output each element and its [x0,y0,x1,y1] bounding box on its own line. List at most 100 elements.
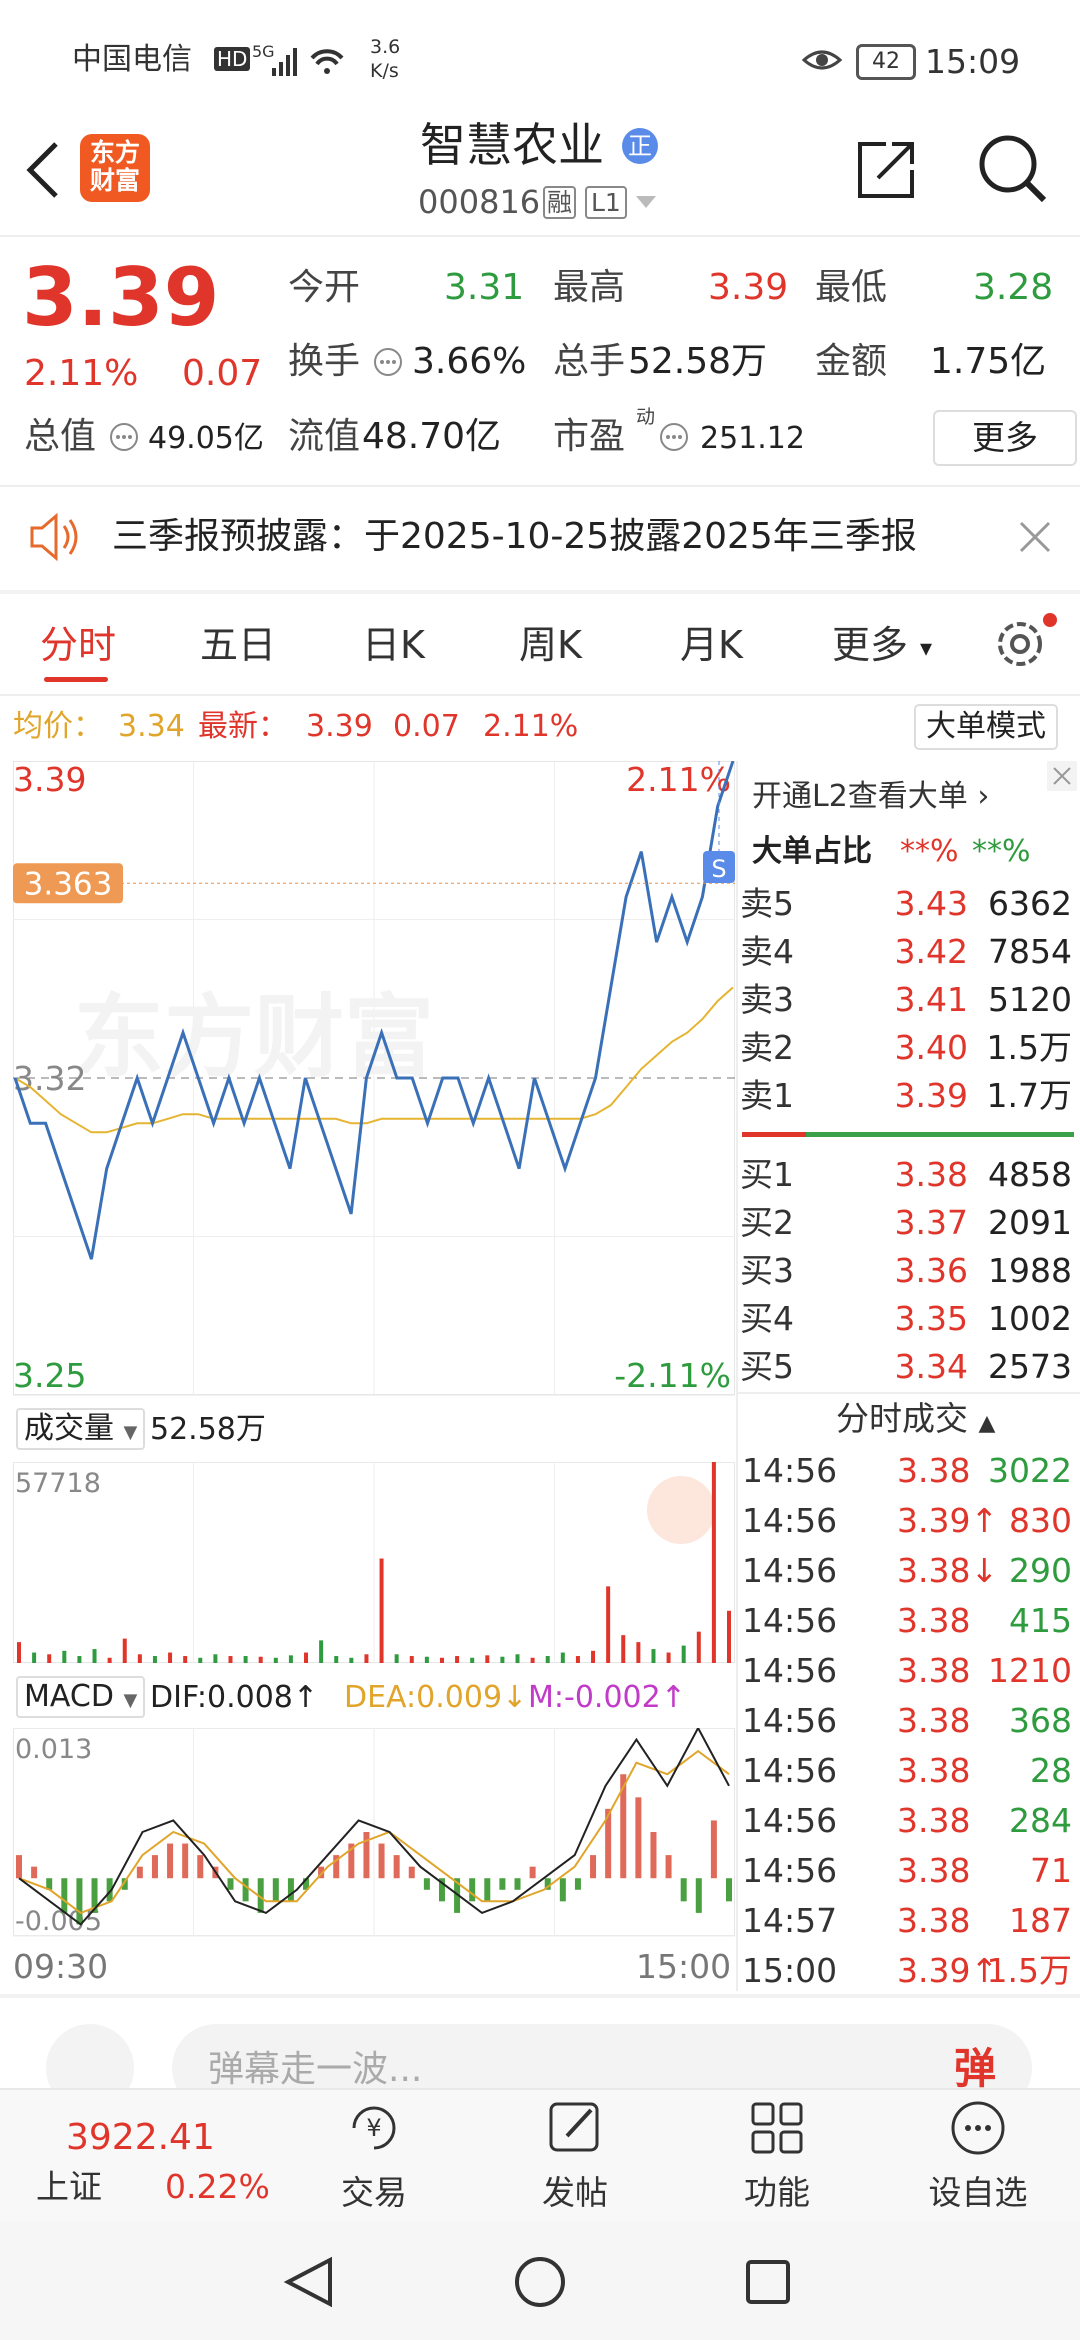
index-value[interactable]: 3922.41 [66,2117,215,2158]
macd-bar [680,1878,687,1902]
macd-bar [635,1797,642,1879]
macd-bar [76,1878,83,1925]
nav-item[interactable]: 功能 [744,2173,810,2212]
trade-price: 3.38 [897,1751,971,1790]
bottom-nav [0,2088,1080,2224]
volume-bar [439,1657,444,1663]
macd-bar [378,1843,385,1879]
badge: 正 [622,128,658,164]
pct-label: -2.11% [614,1356,731,1395]
tab[interactable]: 日K [362,623,425,667]
nav-item[interactable]: 发帖 [542,2173,608,2212]
volume-bar [334,1656,339,1663]
ratio-bar-sell [806,1132,1074,1137]
info-icon[interactable] [372,346,404,378]
volume-bar [606,1586,611,1663]
macd-bar [272,1878,279,1902]
l2-link[interactable]: 开通L2查看大单 › [752,779,990,814]
volume-bar [515,1654,520,1663]
nav-item[interactable]: 交易 [341,2173,407,2212]
trade-volume: 1210 [988,1651,1072,1690]
book-label: 买1 [740,1155,794,1194]
settings-button[interactable] [990,610,1060,676]
volume-bar [304,1652,309,1663]
avg-label: 均价： [13,709,103,744]
macd-bar [182,1843,189,1879]
volume-selector[interactable]: 成交量 ▼ [16,1408,146,1450]
field-label: 市盈 [553,416,626,457]
svg-text:¥: ¥ [366,2114,381,2142]
field-sup: 动 [636,406,656,428]
clock: 15:09 [925,42,1021,81]
nav-item[interactable]: 设自选 [928,2173,1028,2212]
dropdown[interactable] [634,194,658,210]
trade-price: 3.38 [897,1851,971,1890]
post-icon [549,2102,599,2152]
trade-time: 15:00 [742,1951,838,1990]
book-label: 买3 [740,1251,794,1290]
watermark: 东方财富 [74,985,434,1090]
info-icon[interactable] [108,421,140,453]
volume-bar [47,1654,52,1663]
crosshair-box [13,863,123,904]
system-buttons[interactable] [0,2222,1080,2340]
volume-bar [258,1656,263,1663]
share-button[interactable] [856,138,918,200]
macd-bar [318,1866,325,1879]
hd-icon: HD [214,47,251,71]
last-price: 3.39 [22,251,220,344]
book-label: 卖5 [740,884,794,923]
field-value: 3.66% [412,341,527,382]
macd-selector[interactable]: MACD ▼ [16,1676,146,1718]
volume-total: 52.58万 [150,1412,266,1447]
macd-bar [106,1878,113,1902]
divider [0,694,1080,696]
change: 0.07 [182,353,263,394]
big-order-label: 大单占比 [752,834,872,869]
danmu-button[interactable]: 弹 [954,2044,997,2093]
function-icon [751,2102,803,2154]
more-button[interactable]: 更多 [933,410,1077,466]
field-label: 总手 [553,341,626,382]
tab[interactable]: 更多 [832,623,909,667]
volume-bar [409,1656,414,1663]
field-label: 换手 [288,341,361,382]
tab[interactable]: 分时 [40,623,117,667]
book-volume: 1.5万 [986,1028,1072,1067]
volume-bar [152,1656,157,1663]
crosshair-label: 3.363 [24,866,113,902]
back-button[interactable] [22,140,62,200]
volume-bar [621,1635,626,1663]
volume-bar [243,1656,248,1663]
divider [0,590,1080,594]
l2-text: 开通L2查看大单 [752,779,968,814]
line [14,986,734,1134]
mode-button[interactable]: 大单模式 [914,704,1058,750]
book-volume: 4858 [988,1155,1072,1194]
trade-price: 3.38 [897,1601,971,1640]
info-icon[interactable] [658,421,690,453]
trade-time: 14:56 [742,1751,838,1790]
trade-price: 3.38↓ [897,1551,999,1590]
tag: L1 [585,186,627,219]
macd-bar [257,1878,264,1913]
avg-value: 3.34 [118,709,185,744]
tab[interactable]: 月K [680,623,743,667]
close-button[interactable] [1046,760,1078,792]
notice[interactable]: 三季报预披露：于2025-10-25披露2025年三季报 [112,516,917,557]
divider [0,1994,1080,1998]
tab[interactable]: 五日 [200,623,277,667]
field-label: 最低 [815,267,888,308]
volume-bar [122,1638,127,1663]
trade-time: 14:57 [742,1901,838,1940]
tab[interactable]: 周K [519,623,582,667]
volume-bar [560,1652,565,1663]
close-button[interactable] [1018,520,1052,554]
trades-title[interactable]: 分时成交 ▲ [836,1399,996,1438]
macd-bar [408,1866,415,1879]
search-button[interactable] [976,132,1048,204]
volume-bar [470,1657,475,1663]
trade-volume: 71 [1030,1851,1072,1890]
line [18,1728,730,1926]
